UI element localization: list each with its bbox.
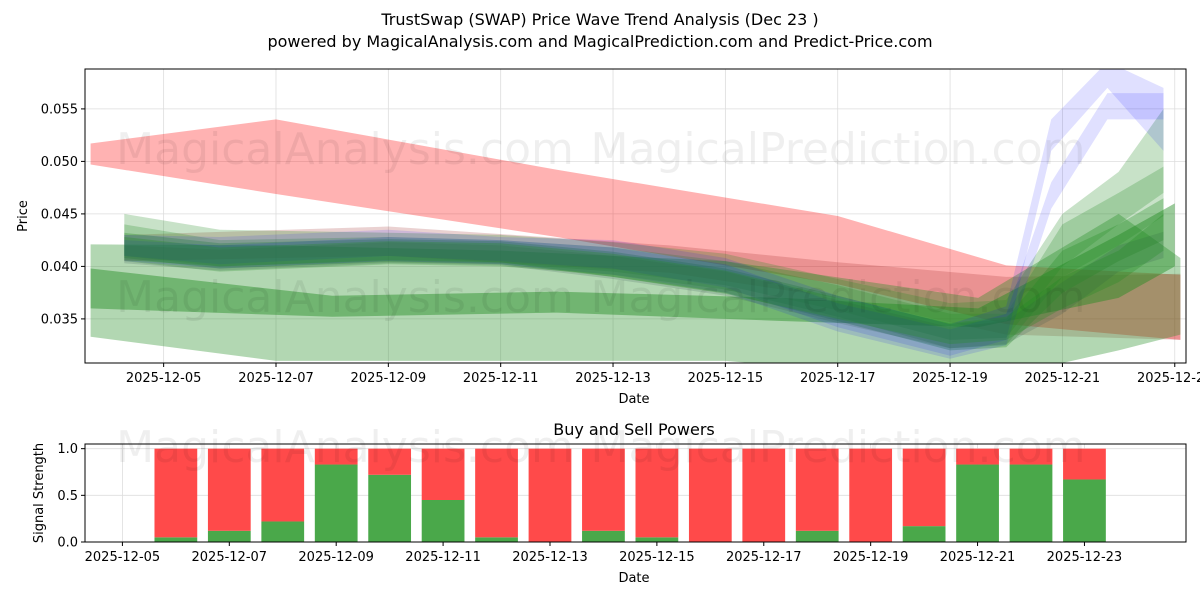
buy-sell-x-tick-label-5: 2025-12-15 — [619, 550, 695, 565]
sell-bar-2025-12-06 — [154, 448, 198, 538]
sell-bar-2025-12-07 — [207, 448, 251, 531]
price-x-tick-label-0: 2025-12-05 — [126, 371, 202, 386]
sell-bar-2025-12-09 — [314, 448, 358, 465]
sell-bar-2025-12-19 — [849, 448, 893, 542]
buy-bar-2025-12-22 — [1009, 464, 1053, 542]
price-x-axis-label: Date — [618, 392, 649, 407]
price-y-tick-label-4: 0.055 — [41, 102, 78, 117]
buy-bar-2025-12-07 — [207, 530, 251, 542]
buy-sell-title: Buy and Sell Powers — [553, 420, 715, 439]
buy-sell-x-tick-label-0: 2025-12-05 — [85, 550, 161, 565]
sell-bar-2025-12-13 — [528, 448, 572, 542]
sell-bar-2025-12-15 — [635, 448, 679, 538]
price-wave-band-0 — [90, 119, 1181, 340]
buy-bar-2025-12-18 — [795, 530, 839, 542]
price-wave-band-1 — [124, 226, 1181, 340]
price-x-tick-label-8: 2025-12-21 — [1025, 371, 1101, 386]
price-x-ticks: 2025-12-05 2025-12-07 2025-12-09 2025-12-11… — [126, 363, 1200, 386]
buy-bar-2025-12-20 — [902, 526, 946, 542]
buy-bar-2025-12-10 — [368, 474, 412, 542]
buy-bar-2025-12-21 — [956, 464, 999, 542]
chart-title: TrustSwap (SWAP) Price Wave Trend Analys… — [380, 10, 818, 29]
price-y-ticks: 0.035 0.040 0.045 0.050 0.055 — [41, 102, 85, 327]
sell-bar-2025-12-22 — [1009, 448, 1053, 465]
sell-bar-2025-12-16 — [688, 448, 732, 542]
buy-sell-x-tick-label-6: 2025-12-17 — [726, 550, 802, 565]
buy-bar-2025-12-23 — [1063, 479, 1106, 542]
price-plot-frame — [84, 68, 1187, 364]
price-x-tick-label-7: 2025-12-19 — [912, 371, 988, 386]
buy-sell-y-tick-label-2: 1.0 — [57, 442, 78, 457]
buy-sell-bars — [154, 448, 1106, 542]
price-x-tick-label-9: 2025-12-23 — [1137, 371, 1200, 386]
buy-sell-plot-frame — [84, 443, 1187, 543]
watermark-mid-right: MagicalPrediction.com — [591, 272, 1086, 323]
price-x-tick-label-3: 2025-12-11 — [463, 371, 539, 386]
buy-bar-2025-12-14 — [582, 530, 625, 542]
sell-bar-2025-12-11 — [421, 448, 465, 500]
price-plot-area — [85, 69, 1186, 363]
watermark-bottom-right: MagicalPrediction.com — [591, 422, 1086, 473]
watermark-top-left: MagicalAnalysis.com — [116, 124, 574, 175]
price-y-tick-label-2: 0.045 — [41, 207, 78, 222]
price-wave-band-6 — [124, 198, 1164, 351]
buy-sell-x-tick-label-2: 2025-12-09 — [298, 550, 374, 565]
buy-sell-x-ticks: 2025-12-05 2025-12-07 2025-12-09 2025-12-11… — [85, 542, 1123, 565]
chart-subtitle: powered by MagicalAnalysis.com and Magic… — [267, 32, 932, 51]
price-y-tick-label-3: 0.050 — [41, 155, 78, 170]
buy-bar-2025-12-12 — [475, 537, 518, 542]
buy-bar-2025-12-11 — [421, 500, 465, 542]
buy-sell-y-tick-label-0: 0.0 — [57, 536, 78, 551]
buy-sell-x-tick-label-8: 2025-12-21 — [940, 550, 1016, 565]
watermark-mid-left: MagicalAnalysis.com — [116, 272, 574, 323]
buy-sell-y-tick-label-1: 0.5 — [57, 489, 78, 504]
sell-bar-2025-12-08 — [261, 448, 305, 522]
price-wave-band-9 — [124, 231, 1164, 349]
price-wave-panel: MagicalAnalysis.com MagicalPrediction.co… — [16, 68, 1200, 407]
price-x-tick-label-2: 2025-12-09 — [351, 371, 427, 386]
price-x-tick-label-6: 2025-12-17 — [800, 371, 876, 386]
buy-bar-2025-12-09 — [314, 464, 358, 542]
buy-sell-x-tick-label-4: 2025-12-13 — [512, 550, 588, 565]
price-x-tick-label-1: 2025-12-07 — [238, 371, 314, 386]
sell-bar-2025-12-17 — [742, 448, 786, 542]
sell-bar-2025-12-10 — [368, 448, 412, 475]
price-bands — [90, 69, 1181, 363]
sell-bar-2025-12-18 — [795, 448, 839, 531]
price-grid — [85, 69, 1186, 363]
buy-sell-x-tick-label-7: 2025-12-19 — [833, 550, 909, 565]
price-wave-band-10 — [124, 213, 1164, 345]
buy-sell-x-tick-label-1: 2025-12-07 — [192, 550, 268, 565]
sell-bar-2025-12-14 — [582, 448, 625, 531]
buy-sell-x-axis-label: Date — [618, 571, 649, 586]
price-x-tick-label-4: 2025-12-13 — [575, 371, 651, 386]
buy-sell-panel: Buy and Sell Powers MagicalAnalysis.com … — [32, 420, 1187, 586]
buy-bar-2025-12-08 — [261, 521, 305, 542]
price-y-tick-label-0: 0.035 — [41, 312, 78, 327]
buy-bar-2025-12-06 — [154, 537, 198, 542]
buy-sell-x-tick-label-3: 2025-12-11 — [405, 550, 481, 565]
price-x-tick-label-5: 2025-12-15 — [688, 371, 764, 386]
sell-bar-2025-12-20 — [902, 448, 946, 527]
buy-sell-y-axis-label: Signal Strength — [32, 443, 47, 543]
price-y-tick-label-1: 0.040 — [41, 260, 78, 275]
buy-bar-2025-12-15 — [635, 537, 679, 542]
price-y-axis-label: Price — [16, 200, 31, 232]
sell-bar-2025-12-23 — [1063, 448, 1106, 480]
buy-sell-y-ticks: 0.0 0.5 1.0 — [57, 442, 85, 551]
watermark-top-right: MagicalPrediction.com — [591, 124, 1086, 175]
price-wave-band-5 — [124, 166, 1164, 349]
sell-bar-2025-12-21 — [956, 448, 999, 465]
price-wave-band-3 — [90, 203, 1175, 328]
price-wave-band-2 — [90, 213, 1181, 363]
watermark-bottom-left: MagicalAnalysis.com — [116, 422, 574, 473]
buy-sell-x-tick-label-9: 2025-12-23 — [1047, 550, 1123, 565]
sell-bar-2025-12-12 — [475, 448, 518, 538]
